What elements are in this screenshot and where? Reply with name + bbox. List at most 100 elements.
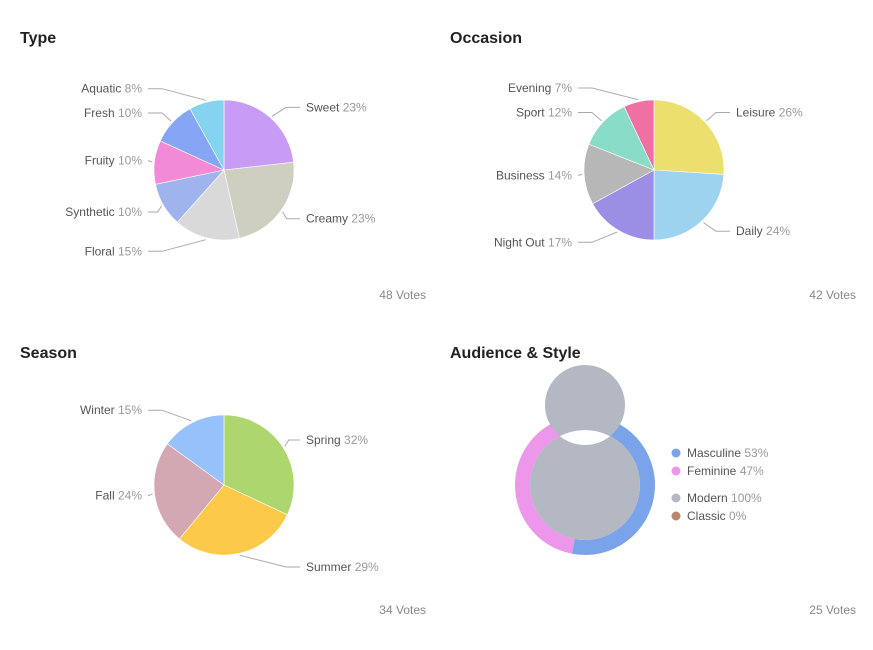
legend-label-name: Classic (687, 509, 729, 523)
pie-slice-floral (176, 169, 240, 241)
leader-line-sweet (271, 106, 300, 117)
donut-segment-feminine (515, 415, 585, 554)
slice-label-aquatic: Aquatic 8% (81, 82, 142, 96)
leader-line-fruity (148, 160, 153, 163)
slice-label-name: Sport (516, 105, 548, 119)
slice-label-percent: 10% (118, 205, 142, 219)
audience-style-donut-chart: Masculine 53%Feminine 47%Modern 100%Clas… (515, 365, 769, 555)
slice-label-business: Business 14% (496, 168, 572, 182)
slice-label-daily: Daily 24% (736, 224, 790, 238)
legend-label-feminine: Feminine 47% (687, 464, 764, 478)
slice-label-name: Synthetic (65, 205, 118, 219)
leader-line-floral (148, 239, 207, 252)
slice-label-percent: 12% (548, 105, 572, 119)
slice-label-percent: 15% (118, 403, 142, 417)
occasion-votes-count: 42 Votes (809, 288, 856, 302)
slice-label-percent: 24% (766, 224, 790, 238)
pie-slice-summer (178, 484, 288, 556)
slice-label-percent: 23% (351, 212, 375, 226)
slice-label-name: Business (496, 168, 548, 182)
season-pie-chart: Spring 32% Summer 29% Winter 15% Fall 24% (80, 403, 379, 574)
legend-label-masculine: Masculine 53% (687, 446, 769, 460)
slice-label-leisure: Leisure 26% (736, 105, 803, 119)
slice-label-name: Night Out (494, 235, 548, 249)
slice-label-fresh: Fresh 10% (84, 106, 142, 120)
slice-label-sweet: Sweet 23% (306, 100, 367, 114)
slice-label-name: Fresh (84, 106, 118, 120)
slice-label-sport: Sport 12% (516, 105, 572, 119)
slice-label-fruity: Fruity 10% (85, 154, 143, 168)
legend-dot-classic (671, 511, 681, 521)
audience-style-chart-title: Audience & Style (450, 345, 581, 362)
slice-label-percent: 24% (118, 489, 142, 503)
season-chart-title: Season (20, 345, 77, 362)
slice-label-percent: 23% (343, 100, 367, 114)
pie-slice-sweet (223, 99, 294, 171)
legend-dot-masculine (671, 448, 681, 458)
leader-line-creamy (282, 211, 300, 220)
slice-label-spring: Spring 32% (306, 433, 368, 447)
slice-label-percent: 15% (118, 244, 142, 258)
slice-label-name: Evening (508, 81, 555, 95)
slice-label-name: Fruity (85, 154, 118, 168)
slice-label-winter: Winter 15% (80, 403, 142, 417)
season-chart-panel: Season Spring 32% Summer 29% Winter 15% Fal… (0, 315, 430, 630)
legend-label-classic: Classic 0% (687, 509, 747, 523)
type-chart-title: Type (20, 30, 57, 47)
slice-label-name: Daily (736, 224, 766, 238)
legend-label-percent: 100% (731, 491, 762, 505)
slice-label-percent: 32% (344, 433, 368, 447)
slice-label-percent: 10% (118, 106, 142, 120)
leader-line-leisure (706, 112, 730, 122)
legend-label-name: Modern (687, 491, 731, 505)
audience-style-votes-count: 25 Votes (809, 603, 856, 617)
slice-label-synthetic: Synthetic 10% (65, 205, 142, 219)
slice-label-floral: Floral 15% (85, 244, 143, 258)
slice-label-creamy: Creamy 23% (306, 212, 376, 226)
slice-label-evening: Evening 7% (508, 81, 572, 95)
leader-line-spring (284, 439, 300, 447)
leader-line-evening (578, 87, 639, 101)
slice-label-percent: 7% (555, 81, 573, 95)
slice-label-percent: 14% (548, 168, 572, 182)
slice-label-night-out: Night Out 17% (494, 235, 572, 249)
pie-slice-leisure (653, 99, 725, 175)
type-pie-chart: Sweet 23%Creamy 23%Aquatic 8%Fresh 10%Fr… (65, 82, 376, 259)
pie-slice-aquatic (189, 99, 225, 172)
legend-label-percent: 0% (729, 509, 747, 523)
slice-label-name: Sweet (306, 100, 343, 114)
occasion-pie-chart: Leisure 26% Daily 24% Evening 7% Sport 12% B… (494, 81, 803, 249)
slice-label-percent: 29% (355, 560, 379, 574)
leader-line-winter (148, 409, 192, 422)
legend-label-name: Masculine (687, 446, 744, 460)
legend-label-percent: 53% (744, 446, 768, 460)
slice-label-name: Winter (80, 403, 118, 417)
slice-label-name: Fall (95, 489, 118, 503)
occasion-chart-panel: Occasion Leisure 26% Daily 24% Evening 7% S… (430, 0, 860, 315)
slice-label-name: Floral (85, 244, 118, 258)
pie-slice-creamy (223, 161, 295, 239)
slice-label-percent: 17% (548, 235, 572, 249)
pie-slice-business (583, 143, 655, 205)
legend-label-percent: 47% (740, 464, 764, 478)
audience-style-chart-panel: Audience & Style Masculine 53% Feminine 4… (430, 315, 860, 630)
slice-label-percent: 10% (118, 154, 142, 168)
leader-line-summer (239, 554, 300, 568)
donut-segment-masculine (571, 415, 655, 555)
slice-label-percent: 26% (779, 105, 803, 119)
pie-slice-winter (166, 414, 225, 486)
legend-dot-feminine (671, 466, 681, 476)
occasion-chart-title: Occasion (450, 30, 523, 47)
slice-label-summer: Summer 29% (306, 560, 379, 574)
type-chart-panel: Type Sweet 23% Creamy 23% Aquatic 8% Fresh … (0, 0, 430, 315)
leader-line-business (578, 174, 583, 176)
legend-label-name: Feminine (687, 464, 740, 478)
leader-line-sport (578, 112, 602, 122)
leader-line-fall (148, 493, 153, 496)
slice-label-percent: 8% (125, 82, 143, 96)
leader-line-daily (703, 222, 730, 232)
slice-label-name: Spring (306, 433, 344, 447)
type-votes-count: 48 Votes (379, 288, 426, 302)
legend-dot-modern (671, 493, 681, 503)
leader-line-fresh (148, 112, 172, 122)
